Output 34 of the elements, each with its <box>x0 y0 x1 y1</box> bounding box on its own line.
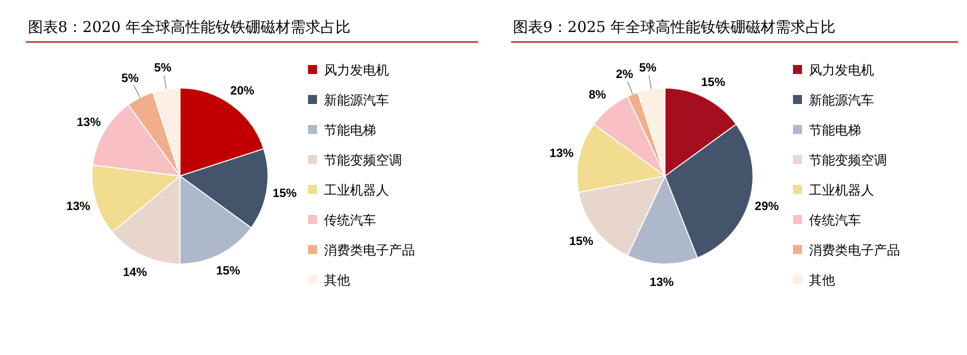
legend-label: 节能电梯 <box>324 124 376 139</box>
legend-label: 节能变频空调 <box>809 154 887 169</box>
legend-label: 节能电梯 <box>809 124 861 139</box>
legend-label: 新能源汽车 <box>809 94 874 109</box>
data-label: 15% <box>272 186 298 200</box>
data-label: 2% <box>616 66 634 81</box>
data-label: 5% <box>121 71 140 86</box>
data-label: 29% <box>754 198 780 213</box>
data-label: 14% <box>122 265 148 280</box>
data-label: 15% <box>701 74 726 89</box>
legend-label: 节能变频空调 <box>324 154 402 169</box>
legend-label: 新能源汽车 <box>324 94 389 109</box>
data-label: 13% <box>650 275 674 290</box>
data-label: 13% <box>76 115 102 130</box>
legend-label: 消费类电子产品 <box>324 244 415 259</box>
legend-label: 其他 <box>809 274 835 289</box>
data-label: 13% <box>550 146 574 160</box>
legend-label: 消费类电子产品 <box>809 244 900 259</box>
chart-title: 图表9：2025 年全球高性能钕铁硼磁材需求占比 <box>513 18 836 36</box>
data-label: 15% <box>569 234 594 248</box>
legend-label: 其他 <box>324 274 350 289</box>
legend-label: 风力发电机 <box>809 64 874 79</box>
data-label: 13% <box>66 198 91 213</box>
data-label: 5% <box>154 60 172 75</box>
chart-title: 图表8：2020 年全球高性能钕铁硼磁材需求占比 <box>28 18 350 36</box>
data-label: 8% <box>588 88 606 102</box>
legend-label: 传统汽车 <box>809 214 861 229</box>
data-label: 5% <box>639 60 657 75</box>
data-label: 15% <box>216 264 240 278</box>
legend-label: 传统汽车 <box>324 214 376 229</box>
legend-label: 工业机器人 <box>324 184 389 199</box>
legend-label: 工业机器人 <box>809 184 874 199</box>
legend-label: 风力发电机 <box>324 64 389 79</box>
data-label: 20% <box>230 83 255 98</box>
